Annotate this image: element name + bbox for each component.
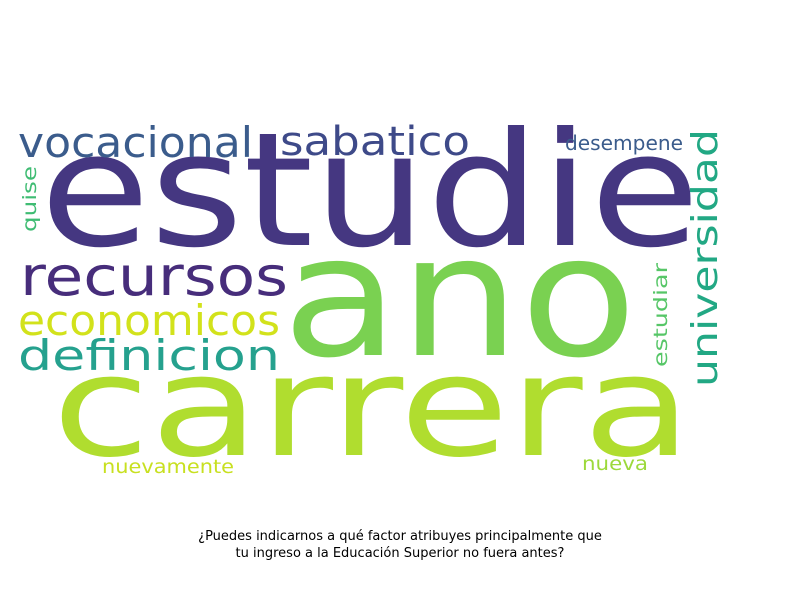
word-quise: quise [19,166,41,232]
word-estudie: estudie [40,99,700,283]
word-universidad: universidad [685,129,726,387]
word-sabatico: sabatico [280,119,470,165]
caption-line-1: ¿Puedes indicarnos a qué factor atribuye… [198,529,602,544]
word-estudiar: estudiar [650,263,672,367]
word-ano: ano [282,199,637,395]
caption-line-2: tu ingreso a la Educación Superior no fu… [235,546,565,561]
word-definicion: definicion [18,331,280,380]
word-vocacional: vocacional [18,118,253,167]
caption: ¿Puedes indicarnos a qué factor atribuye… [0,528,800,562]
word-nueva: nueva [582,453,648,475]
word-desempene: desempene [565,131,683,155]
word-carrera: carrera [52,326,692,489]
word-economicos: economicos [18,296,280,345]
word-nuevamente: nuevamente [102,456,234,478]
word-recursos: recursos [20,245,288,308]
